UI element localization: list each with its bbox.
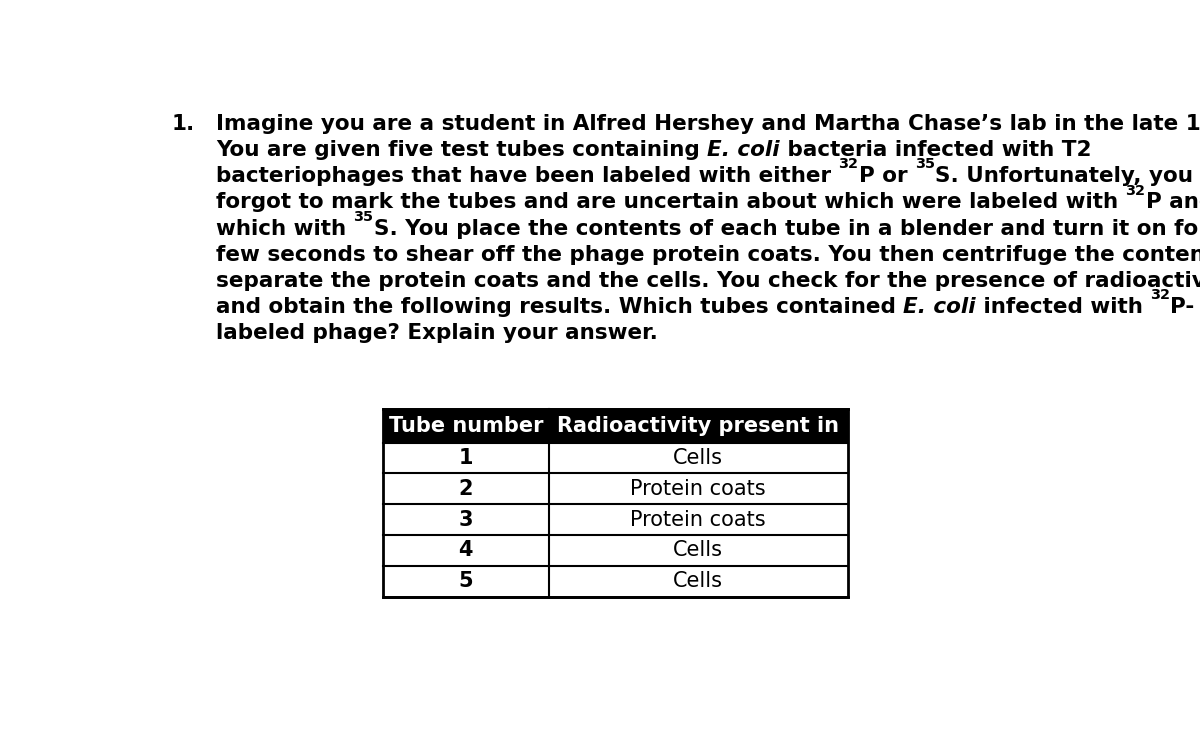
- Text: P or: P or: [858, 166, 914, 186]
- Text: Imagine you are a student in Alfred Hershey and Martha Chase’s lab in the late 1: Imagine you are a student in Alfred Hers…: [216, 114, 1200, 134]
- Text: 3: 3: [458, 510, 473, 530]
- Text: forgot to mark the tubes and are uncertain about which were labeled with: forgot to mark the tubes and are uncerta…: [216, 192, 1126, 212]
- Text: S. Unfortunately, you: S. Unfortunately, you: [935, 166, 1193, 186]
- Text: bacteria infected with T2: bacteria infected with T2: [780, 140, 1091, 160]
- Text: You are given five test tubes containing: You are given five test tubes containing: [216, 140, 707, 160]
- Bar: [383, 504, 847, 535]
- Bar: [383, 535, 847, 565]
- Text: Radioactivity present in: Radioactivity present in: [557, 415, 839, 435]
- Text: Cells: Cells: [673, 571, 724, 591]
- Text: 2: 2: [458, 478, 473, 499]
- Text: which with: which with: [216, 218, 354, 239]
- Text: few seconds to shear off the phage protein coats. You then centrifuge the conten: few seconds to shear off the phage prote…: [216, 244, 1200, 265]
- Text: P-: P-: [1170, 297, 1194, 317]
- Bar: [383, 443, 847, 473]
- Text: S. You place the contents of each tube in a blender and turn it on for a: S. You place the contents of each tube i…: [373, 218, 1200, 239]
- Text: 32: 32: [1151, 288, 1170, 302]
- Text: Protein coats: Protein coats: [630, 510, 766, 530]
- Bar: [383, 473, 847, 504]
- Text: P and: P and: [1146, 192, 1200, 212]
- Text: infected with: infected with: [976, 297, 1151, 317]
- Text: Tube number: Tube number: [389, 415, 544, 435]
- Bar: [383, 565, 847, 597]
- Text: bacteriophages that have been labeled with either: bacteriophages that have been labeled wi…: [216, 166, 839, 186]
- Bar: [383, 409, 847, 443]
- Text: Protein coats: Protein coats: [630, 478, 766, 499]
- Text: 32: 32: [839, 158, 858, 172]
- Text: 35: 35: [914, 158, 935, 172]
- Text: Cells: Cells: [673, 540, 724, 560]
- Text: E. coli: E. coli: [707, 140, 780, 160]
- Text: 1.: 1.: [172, 114, 194, 134]
- Text: separate the protein coats and the cells. You check for the presence of radioact: separate the protein coats and the cells…: [216, 271, 1200, 291]
- Text: 4: 4: [458, 540, 473, 560]
- Text: 1: 1: [458, 448, 473, 468]
- Text: and obtain the following results. Which tubes contained: and obtain the following results. Which …: [216, 297, 904, 317]
- Text: 32: 32: [1126, 184, 1146, 198]
- Text: Cells: Cells: [673, 448, 724, 468]
- Bar: [383, 409, 847, 597]
- Text: E. coli: E. coli: [904, 297, 976, 317]
- Text: labeled phage? Explain your answer.: labeled phage? Explain your answer.: [216, 323, 658, 343]
- Text: 5: 5: [458, 571, 473, 591]
- Text: 35: 35: [354, 210, 373, 224]
